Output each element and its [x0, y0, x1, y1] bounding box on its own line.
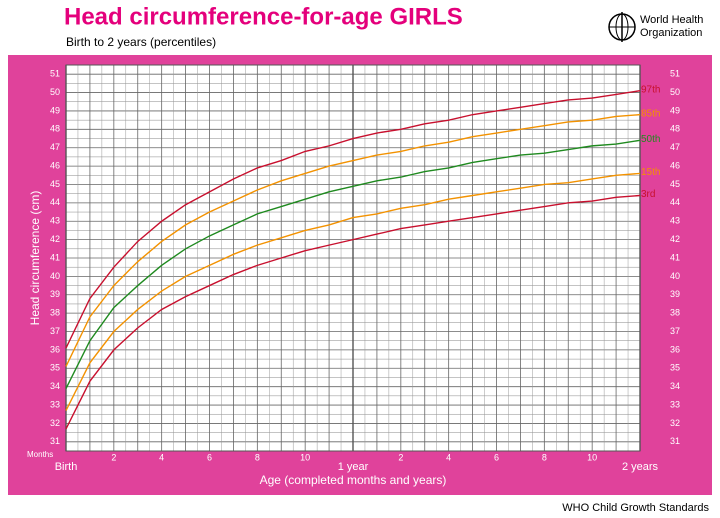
y-tick-label-right: 50	[670, 87, 680, 97]
y-tick-label: 49	[50, 105, 60, 115]
y-tick-label: 46	[50, 160, 60, 170]
y-tick-label-right: 42	[670, 234, 680, 244]
x-unit-label: Months	[27, 450, 53, 459]
y-axis-label: Head circumference (cm)	[28, 191, 42, 326]
y-tick-label-right: 45	[670, 179, 680, 189]
series-label: 15th	[641, 167, 660, 178]
x-tick-label: 6	[494, 452, 499, 462]
y-tick-label-right: 38	[670, 308, 680, 318]
y-tick-label-right: 51	[670, 69, 680, 79]
percentile-line	[65, 139, 641, 389]
x-tick-label: 2	[111, 452, 116, 462]
chart-title: Head circumference-for-age GIRLS	[64, 3, 463, 30]
y-tick-label: 44	[50, 197, 60, 207]
who-logo	[608, 12, 636, 42]
y-tick-label: 47	[50, 142, 60, 152]
y-tick-label-right: 48	[670, 124, 680, 134]
y-tick-label: 37	[50, 326, 60, 336]
y-tick-label: 34	[50, 381, 60, 391]
x-tick-label: 6	[207, 452, 212, 462]
y-tick-label: 41	[50, 252, 60, 262]
x-tick-label: 4	[159, 452, 164, 462]
x-tick-label: 8	[542, 452, 547, 462]
y-tick-label: 43	[50, 216, 60, 226]
y-tick-label: 42	[50, 234, 60, 244]
x-tick-label: Birth	[55, 461, 78, 473]
percentile-line	[65, 172, 641, 411]
y-tick-label: 48	[50, 124, 60, 134]
y-tick-label-right: 41	[670, 252, 680, 262]
y-tick-label-right: 40	[670, 271, 680, 281]
org-name: World Health	[640, 14, 703, 26]
y-tick-label-right: 49	[670, 105, 680, 115]
y-tick-label: 31	[50, 436, 60, 446]
series-label: 3rd	[641, 189, 655, 200]
y-tick-label-right: 46	[670, 160, 680, 170]
x-tick-label: 4	[446, 452, 451, 462]
x-tick-label: 10	[300, 452, 310, 462]
y-tick-label-right: 37	[670, 326, 680, 336]
x-tick-label: 2 years	[622, 461, 659, 473]
y-tick-label: 35	[50, 363, 60, 373]
y-tick-label: 38	[50, 308, 60, 318]
y-tick-label-right: 31	[670, 436, 680, 446]
y-tick-label-right: 36	[670, 344, 680, 354]
y-tick-label: 40	[50, 271, 60, 281]
y-tick-label-right: 47	[670, 142, 680, 152]
x-tick-label: 8	[255, 452, 260, 462]
series-label: 50th	[641, 134, 660, 145]
y-tick-label-right: 43	[670, 216, 680, 226]
series-label: 85th	[641, 108, 660, 119]
series-label: 97th	[641, 84, 660, 95]
y-tick-label: 33	[50, 399, 60, 409]
x-tick-label: 10	[587, 452, 597, 462]
percentile-line	[65, 90, 641, 349]
chart-subtitle: Birth to 2 years (percentiles)	[66, 35, 216, 49]
y-tick-label: 36	[50, 344, 60, 354]
y-tick-label: 45	[50, 179, 60, 189]
y-tick-label: 50	[50, 87, 60, 97]
footer: WHO Child Growth Standards	[562, 502, 709, 514]
y-tick-label: 51	[50, 69, 60, 79]
y-tick-label-right: 34	[670, 381, 680, 391]
y-tick-label-right: 35	[670, 363, 680, 373]
x-tick-label: 1 year	[338, 461, 369, 473]
org-name: Organization	[640, 27, 702, 39]
percentile-line	[65, 113, 641, 367]
y-tick-label-right: 33	[670, 399, 680, 409]
y-tick-label-right: 39	[670, 289, 680, 299]
plot-border	[65, 64, 641, 452]
x-tick-label: 2	[398, 452, 403, 462]
grid	[65, 65, 641, 451]
x-axis-label: Age (completed months and years)	[260, 473, 447, 487]
y-tick-label: 39	[50, 289, 60, 299]
percentile-line	[65, 194, 641, 430]
y-tick-label: 32	[50, 418, 60, 428]
y-tick-label-right: 44	[670, 197, 680, 207]
y-tick-label-right: 32	[670, 418, 680, 428]
